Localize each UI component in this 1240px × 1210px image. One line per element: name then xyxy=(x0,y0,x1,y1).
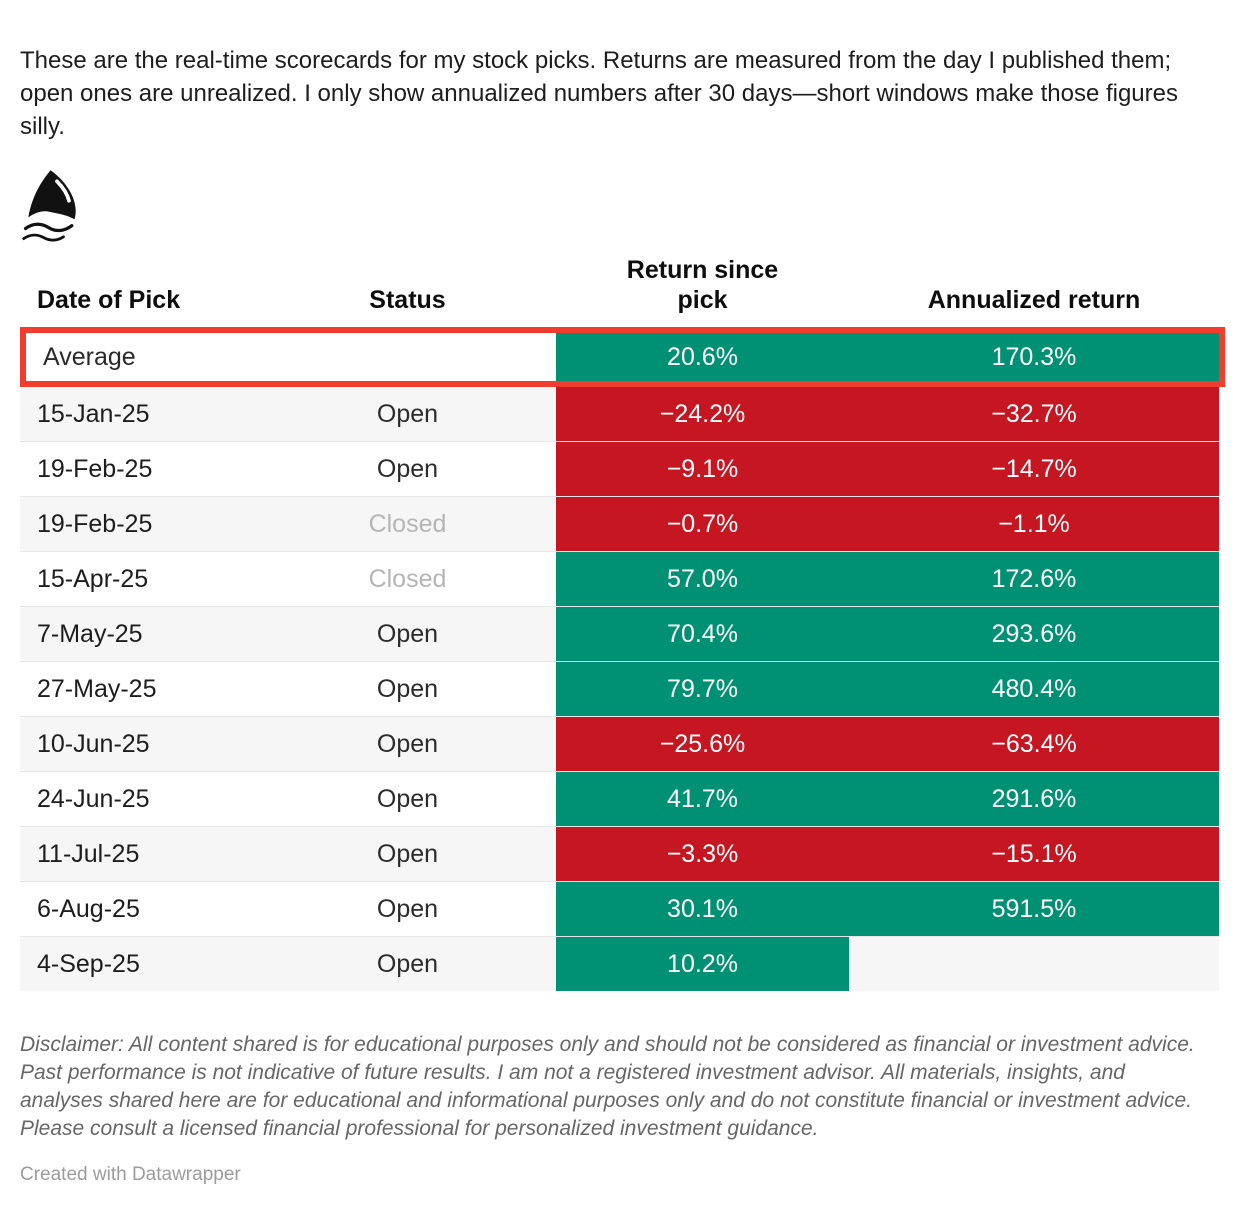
date-cell: 7-May-25 xyxy=(37,619,143,648)
status-cell: Open xyxy=(376,839,439,868)
average-return-cell: 20.6% xyxy=(556,333,849,381)
intro-text: These are the real-time scorecards for m… xyxy=(20,47,1178,140)
table-body: 15-Jan-25 Open −24.2% −32.7% 19-Feb-25 Open −9… xyxy=(20,387,1219,991)
annualized-return-cell: 480.4% xyxy=(849,662,1219,716)
date-cell: 15-Jan-25 xyxy=(37,399,150,428)
shark-fin-icon xyxy=(22,170,76,242)
average-label: Average xyxy=(26,333,556,381)
table-row: 11-Jul-25 Open −3.3% −15.1% xyxy=(20,826,1219,881)
date-cell: 15-Apr-25 xyxy=(37,564,149,593)
date-cell: 6-Aug-25 xyxy=(37,894,140,923)
status-cell: Open xyxy=(376,949,439,978)
table-row: 15-Jan-25 Open −24.2% −32.7% xyxy=(20,387,1219,441)
return-since-pick-cell: −24.2% xyxy=(556,387,849,441)
annualized-return-cell: −14.7% xyxy=(849,442,1219,496)
annualized-return-cell: −15.1% xyxy=(849,827,1219,881)
return-since-pick-cell: −25.6% xyxy=(556,717,849,771)
column-header-status: Status xyxy=(369,286,446,314)
return-since-pick-cell: 70.4% xyxy=(556,607,849,661)
return-since-pick-cell: 41.7% xyxy=(556,772,849,826)
annualized-return-cell: 172.6% xyxy=(849,552,1219,606)
status-cell: Open xyxy=(376,619,439,648)
annualized-return-cell: 293.6% xyxy=(849,607,1219,661)
datawrapper-credit[interactable]: Created with Datawrapper xyxy=(20,1164,241,1185)
table-row: 24-Jun-25 Open 41.7% 291.6% xyxy=(20,771,1219,826)
return-since-pick-cell: 57.0% xyxy=(556,552,849,606)
date-cell: 24-Jun-25 xyxy=(37,784,150,813)
status-cell: Closed xyxy=(368,564,447,593)
table-row: 4-Sep-25 Open 10.2% xyxy=(20,936,1219,991)
status-cell: Open xyxy=(376,894,439,923)
average-row: Average 20.6% 170.3% xyxy=(20,327,1225,387)
status-cell: Open xyxy=(376,674,439,703)
return-since-pick-cell: −3.3% xyxy=(556,827,849,881)
average-annualized-cell: 170.3% xyxy=(849,333,1219,381)
status-cell: Open xyxy=(376,729,439,758)
annualized-return-cell: −32.7% xyxy=(849,387,1219,441)
table-row: 19-Feb-25 Closed −0.7% −1.1% xyxy=(20,496,1219,551)
date-cell: 4-Sep-25 xyxy=(37,949,140,978)
table-row: 7-May-25 Open 70.4% 293.6% xyxy=(20,606,1219,661)
date-cell: 19-Feb-25 xyxy=(37,454,153,483)
status-cell: Open xyxy=(376,399,439,428)
return-since-pick-cell: 10.2% xyxy=(556,937,849,991)
return-since-pick-cell: 79.7% xyxy=(556,662,849,716)
table-row: 15-Apr-25 Closed 57.0% 172.6% xyxy=(20,551,1219,606)
date-cell: 19-Feb-25 xyxy=(37,509,153,538)
table-row: 27-May-25 Open 79.7% 480.4% xyxy=(20,661,1219,716)
date-cell: 11-Jul-25 xyxy=(37,839,140,868)
table-row: 6-Aug-25 Open 30.1% 591.5% xyxy=(20,881,1219,936)
logo xyxy=(20,167,1220,253)
table-header: Date of Pick Status Return since pick An… xyxy=(20,253,1220,327)
column-header-date: Date of Pick xyxy=(37,286,181,314)
annualized-return-cell: −1.1% xyxy=(849,497,1219,551)
annualized-return-cell xyxy=(849,937,1219,991)
return-since-pick-cell: −0.7% xyxy=(556,497,849,551)
disclaimer-text: Disclaimer: All content shared is for ed… xyxy=(20,1033,1195,1140)
status-cell: Open xyxy=(376,784,439,813)
annualized-return-cell: −63.4% xyxy=(849,717,1219,771)
annualized-return-cell: 291.6% xyxy=(849,772,1219,826)
date-cell: 10-Jun-25 xyxy=(37,729,150,758)
column-header-return-since-pick: Return since pick xyxy=(626,256,779,314)
table-row: 19-Feb-25 Open −9.1% −14.7% xyxy=(20,441,1219,496)
return-since-pick-cell: 30.1% xyxy=(556,882,849,936)
column-header-annualized: Annualized return xyxy=(927,286,1141,314)
status-cell: Open xyxy=(376,454,439,483)
return-since-pick-cell: −9.1% xyxy=(556,442,849,496)
table-row: 10-Jun-25 Open −25.6% −63.4% xyxy=(20,716,1219,771)
status-cell: Closed xyxy=(368,509,447,538)
date-cell: 27-May-25 xyxy=(37,674,157,703)
annualized-return-cell: 591.5% xyxy=(849,882,1219,936)
